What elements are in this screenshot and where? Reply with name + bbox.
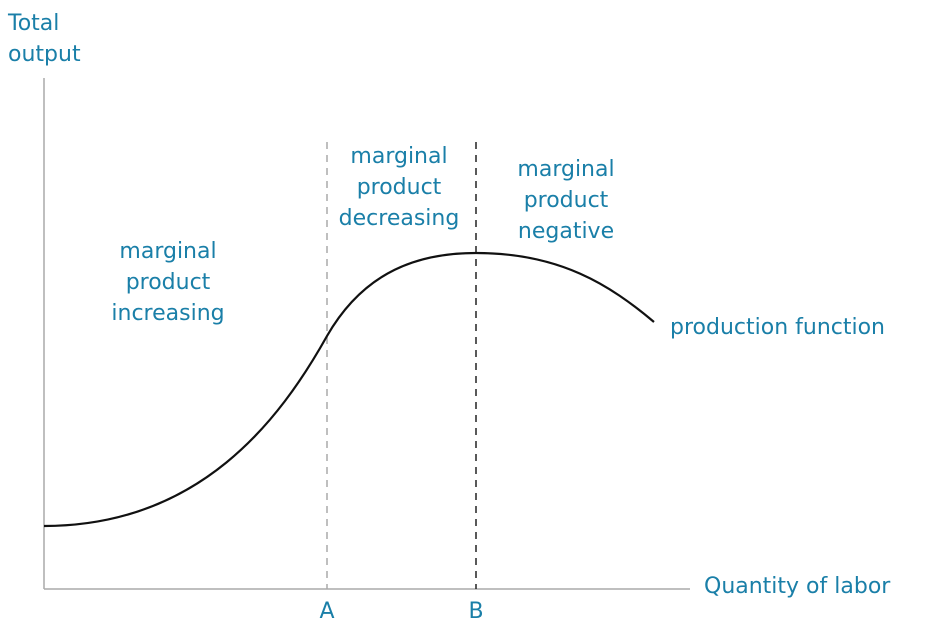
x-axis-label: Quantity of labor (704, 574, 891, 599)
y-axis-label: Total output (8, 11, 81, 67)
region-label-negative: marginal product negative (517, 157, 615, 244)
production-function-curve (43, 251, 655, 528)
curve-label-production-function: production function (670, 315, 885, 340)
region-label-decreasing: marginal product decreasing (338, 144, 460, 231)
x-marker-a-label: A (319, 599, 335, 624)
x-marker-b-label: B (468, 599, 484, 624)
region-label-increasing: marginal product increasing (111, 239, 225, 326)
